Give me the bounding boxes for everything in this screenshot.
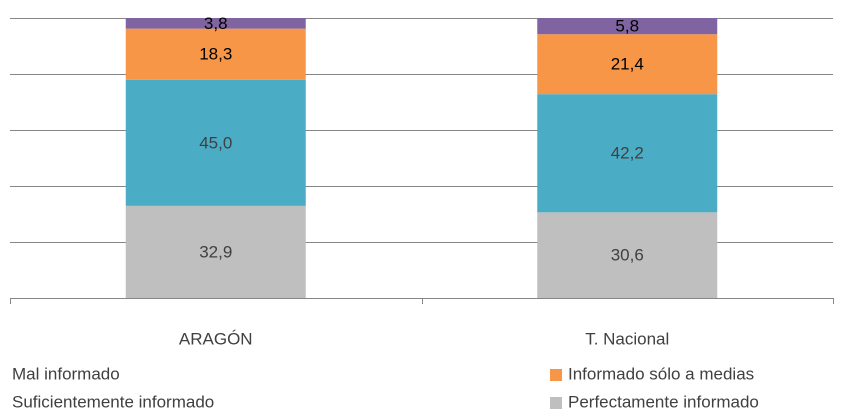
legend-label: Mal informado bbox=[12, 364, 120, 383]
data-label: 3,8 bbox=[204, 14, 228, 33]
bar-segment bbox=[537, 34, 718, 95]
legend-label: Informado sólo a medias bbox=[568, 364, 754, 383]
data-label: 32,9 bbox=[199, 242, 232, 261]
data-label: 5,8 bbox=[615, 17, 639, 36]
x-tick-label: ARAGÓN bbox=[179, 329, 253, 348]
bar-segment bbox=[125, 28, 306, 80]
legend-label: Suficientemente informado bbox=[12, 392, 214, 411]
data-label: 42,2 bbox=[611, 144, 644, 163]
x-tick-label: T. Nacional bbox=[585, 329, 669, 348]
bar-segment bbox=[537, 18, 718, 35]
legend-marker bbox=[550, 369, 562, 381]
data-label: 18,3 bbox=[199, 45, 232, 64]
data-label: 30,6 bbox=[611, 246, 644, 265]
bar-segment bbox=[125, 18, 306, 29]
data-label: 45,0 bbox=[199, 133, 232, 152]
data-label: 21,4 bbox=[611, 55, 644, 74]
bar-segment bbox=[537, 94, 718, 213]
bar-segment bbox=[125, 79, 306, 206]
legend-label: Perfectamente informado bbox=[568, 392, 759, 411]
legend-marker bbox=[550, 397, 562, 409]
bar-segment bbox=[125, 205, 306, 298]
bar-segment bbox=[537, 212, 718, 298]
